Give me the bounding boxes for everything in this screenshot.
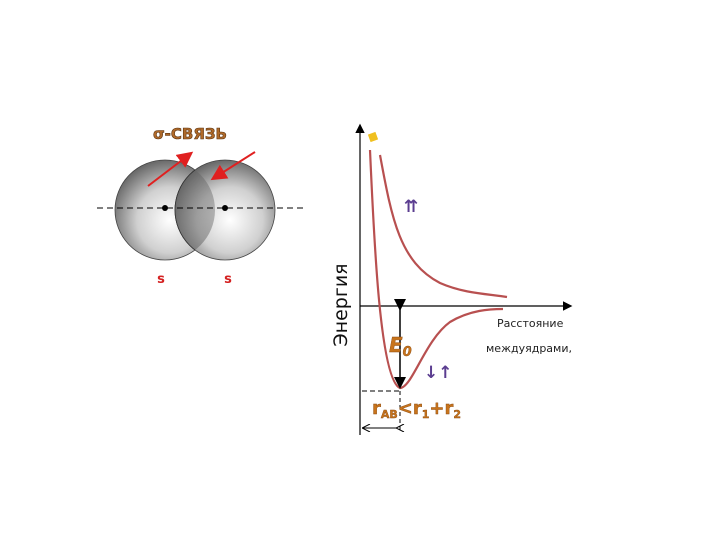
- orbital-overlap: [174, 160, 215, 260]
- orbital-label-left: s: [157, 272, 165, 287]
- antiparallel-spins-icon: ↓↑: [424, 363, 453, 383]
- marker-icon: [367, 131, 379, 143]
- orbital-label-right: s: [224, 272, 232, 287]
- x-axis-label-line2: междуядрами,: [486, 342, 572, 355]
- sigma-bond-diagram: σ-СВЯЗЬ s s: [97, 125, 303, 287]
- arrow-icon: [210, 151, 256, 181]
- x-axis-label-line1: Расстояние: [497, 317, 564, 330]
- distance-label: rAB<r1+r2: [372, 398, 461, 421]
- repulsion-curve: [378, 154, 508, 299]
- sigma-bond-title: σ-СВЯЗЬ: [153, 125, 227, 143]
- nucleus-left: [162, 205, 168, 211]
- y-axis-label: Энергия: [330, 263, 352, 346]
- energy-graph: Энергия Расстояние междуядрами, E0 rAB<r…: [330, 123, 573, 435]
- parallel-spins-icon: ⇈: [404, 197, 418, 217]
- arrow-icon: [147, 151, 194, 187]
- nucleus-right: [222, 205, 228, 211]
- energy-label: E0: [389, 333, 412, 360]
